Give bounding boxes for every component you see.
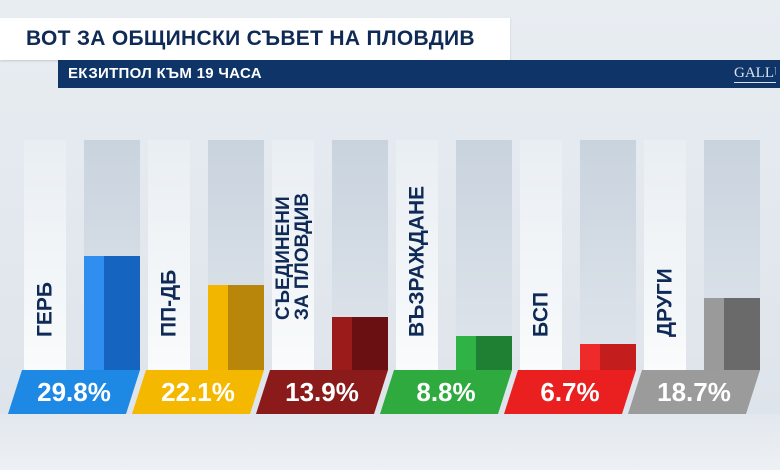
value-label-box: 13.9% [256, 370, 388, 414]
bar-light-part [704, 298, 724, 370]
bar [580, 344, 636, 370]
value-label: 8.8% [416, 377, 476, 407]
bar-dark-part [104, 256, 140, 370]
chart-subtitle: ЕКЗИТПОЛ КЪМ 19 ЧАСА [68, 65, 262, 82]
logo-text: GALLUP [734, 65, 776, 81]
bar [208, 285, 264, 370]
value-label: 29.8% [37, 377, 111, 407]
label-column: ПП-ДБ [148, 140, 190, 370]
bar-dark-part [228, 285, 264, 370]
category-label: ПП-ДБ [157, 269, 181, 337]
bar-dark-part [724, 298, 760, 370]
bar-dark-part [352, 317, 388, 370]
label-column: СЪЕДИНЕНИ ЗА ПЛОВДИВ [272, 140, 314, 370]
chart-title: ВОТ ЗА ОБЩИНСКИ СЪВЕТ НА ПЛОВДИВ [26, 27, 475, 50]
category-label-line: БСП [529, 291, 553, 337]
category-label-line: СЪЕДИНЕНИ [273, 196, 294, 320]
bar-background [456, 140, 512, 370]
category-label-line: ПП-ДБ [157, 269, 181, 337]
category-label-line: ВЪЗРАЖДАНЕ [405, 185, 429, 337]
value-label: 13.9% [285, 377, 359, 407]
label-column: ГЕРБ [24, 140, 66, 370]
category-label: ВЪЗРАЖДАНЕ [405, 185, 429, 337]
bar-light-part [84, 256, 104, 370]
subtitle-banner: ЕКЗИТПОЛ КЪМ 19 ЧАСА GALLUP [58, 60, 780, 88]
category-label: ДРУГИ [653, 268, 677, 337]
label-column: ДРУГИ [644, 140, 686, 370]
logo-underline [734, 82, 776, 83]
title-banner: ВОТ ЗА ОБЩИНСКИ СЪВЕТ НА ПЛОВДИВ [0, 18, 510, 60]
value-label-box: 29.8% [8, 370, 140, 414]
value-label-box: 18.7% [628, 370, 760, 414]
bar [332, 317, 388, 370]
bar-light-part [456, 336, 476, 370]
bar-dark-part [600, 344, 636, 370]
category-label-line: ГЕРБ [33, 281, 57, 337]
value-label: 6.7% [540, 377, 600, 407]
bar [84, 256, 140, 370]
value-label-box: 8.8% [380, 370, 512, 414]
bar [704, 298, 760, 370]
label-column: ВЪЗРАЖДАНЕ [396, 140, 438, 370]
category-label-line: ДРУГИ [653, 268, 677, 337]
bar-light-part [208, 285, 228, 370]
bar-light-part [580, 344, 600, 370]
label-column: БСП [520, 140, 562, 370]
value-label-box: 6.7% [504, 370, 636, 414]
value-label: 22.1% [161, 377, 235, 407]
gallup-logo: GALLUP [734, 62, 776, 86]
bar-light-part [332, 317, 352, 370]
bar-dark-part [476, 336, 512, 370]
value-label-box: 22.1% [132, 370, 264, 414]
value-label: 18.7% [657, 377, 731, 407]
bottom-strip [0, 414, 780, 470]
bar-background [580, 140, 636, 370]
bar [456, 336, 512, 370]
category-label-line: ЗА ПЛОВДИВ [292, 192, 313, 320]
category-label: БСП [529, 291, 553, 337]
category-label: СЪЕДИНЕНИ ЗА ПЛОВДИВ [273, 192, 313, 320]
category-label: ГЕРБ [33, 281, 57, 337]
